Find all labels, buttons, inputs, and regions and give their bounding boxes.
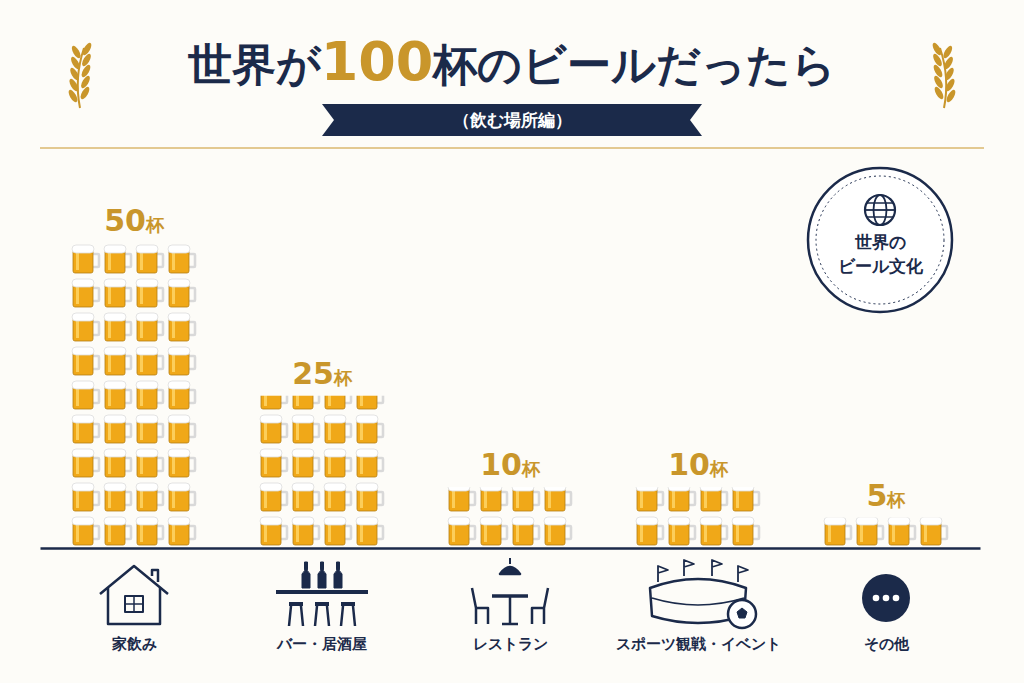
data-label: 25杯 bbox=[292, 356, 353, 391]
subtitle: （飲む場所編） bbox=[453, 110, 572, 130]
bar bbox=[822, 518, 950, 548]
category-icon bbox=[650, 560, 756, 628]
badge-text: ビール文化 bbox=[838, 256, 924, 276]
plot-area bbox=[70, 243, 950, 548]
data-label: 10杯 bbox=[668, 447, 729, 482]
data-label: 10杯 bbox=[480, 447, 541, 482]
bar bbox=[70, 243, 198, 548]
subtitle-ribbon bbox=[322, 104, 702, 136]
bar bbox=[634, 487, 762, 548]
data-label: 50杯 bbox=[104, 203, 165, 238]
category-icon bbox=[276, 562, 368, 626]
tick-label: レストラン bbox=[473, 635, 548, 653]
tick-label: スポーツ観戦・イベント bbox=[616, 635, 781, 653]
bar bbox=[446, 487, 574, 548]
data-label: 5杯 bbox=[867, 478, 907, 513]
bar bbox=[258, 396, 386, 548]
tick: 家飲み bbox=[111, 548, 157, 653]
tick: バー・居酒屋 bbox=[276, 548, 367, 653]
tick-label: 家飲み bbox=[111, 635, 157, 653]
badge-text: 世界の bbox=[854, 232, 906, 252]
tick-label: その他 bbox=[864, 635, 910, 653]
wheat-icon bbox=[67, 41, 93, 108]
title: 世界が100杯のビールだったら bbox=[188, 30, 837, 93]
chart: 世界が100杯のビールだったら （飲む場所編） 世界のビール文化 50杯 25杯 10杯 1… bbox=[0, 0, 1024, 683]
wheat-icon bbox=[931, 41, 957, 108]
tick: スポーツ観戦・イベント bbox=[616, 548, 781, 653]
category-icon bbox=[472, 558, 548, 624]
x-axis: 家飲み バー・居酒屋 レストラン スポーツ観戦・イベント その他 bbox=[41, 548, 981, 653]
category-icon bbox=[100, 566, 168, 624]
background bbox=[0, 0, 1024, 683]
tick-label: バー・居酒屋 bbox=[276, 635, 367, 653]
axis-line bbox=[41, 547, 981, 550]
divider bbox=[40, 147, 984, 148]
badge: 世界のビール文化 bbox=[808, 168, 952, 312]
tick: レストラン bbox=[473, 548, 548, 653]
category-icon bbox=[862, 574, 910, 622]
